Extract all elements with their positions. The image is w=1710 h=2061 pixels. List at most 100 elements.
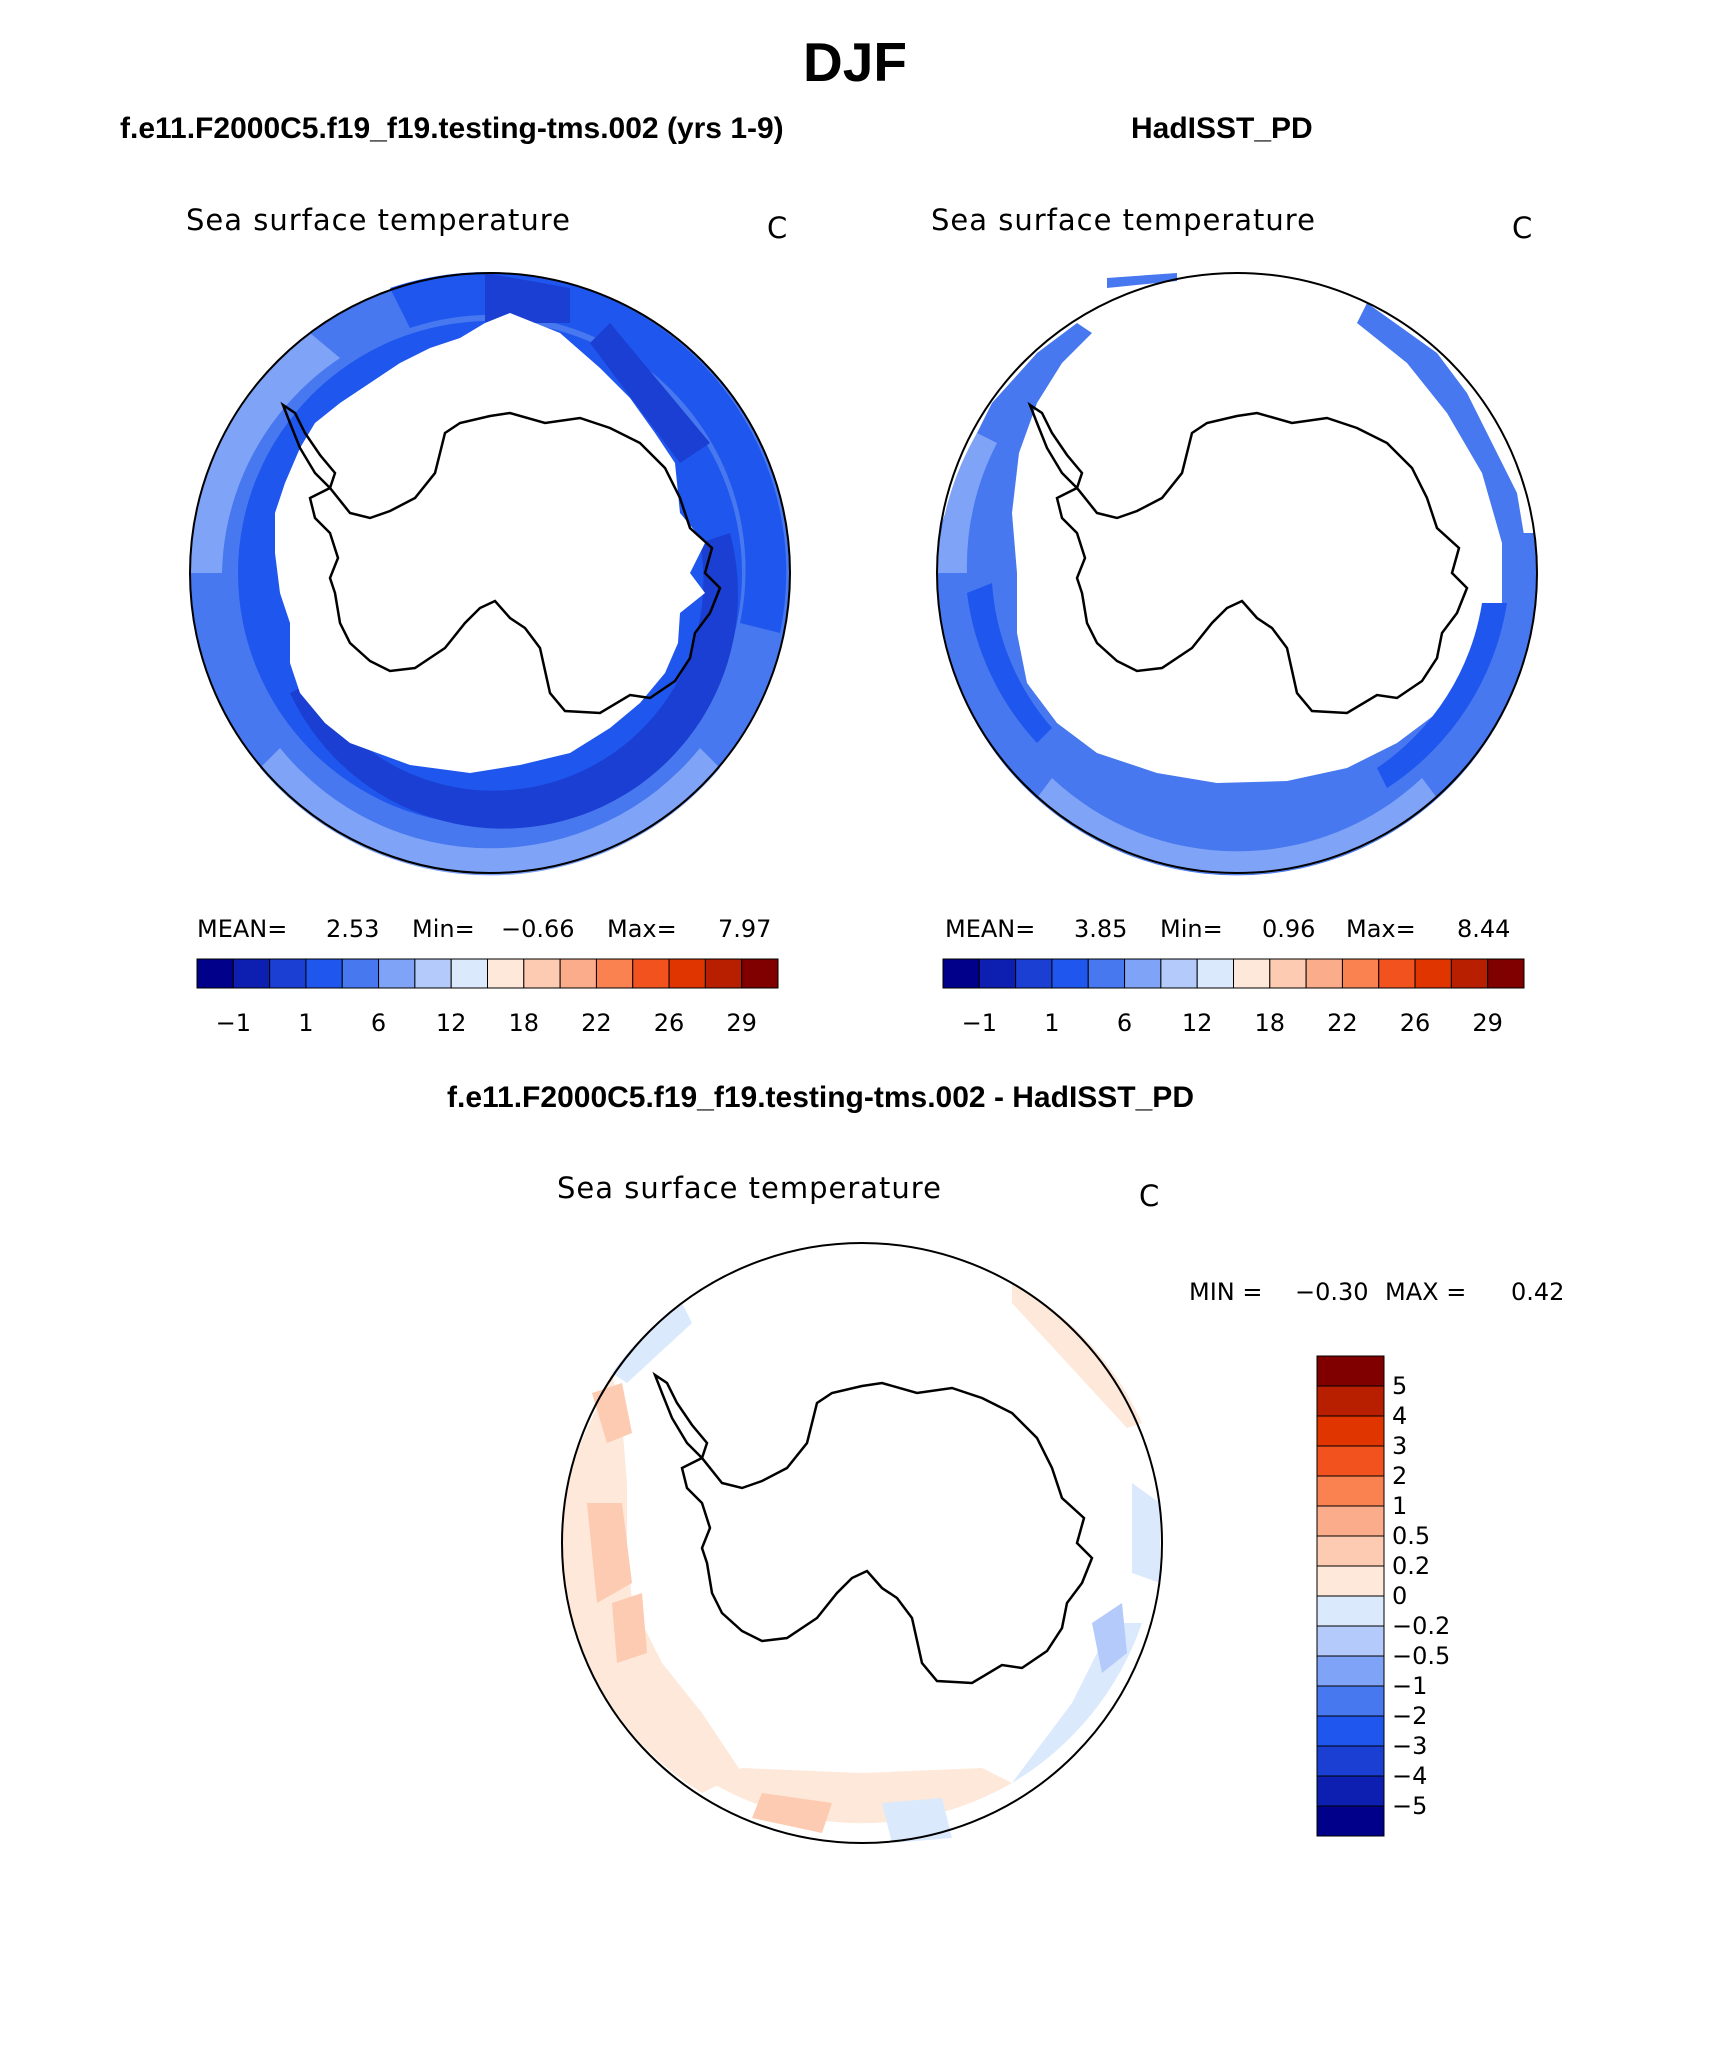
diff-max-label: MAX =	[1385, 1278, 1467, 1306]
diff-colorbar-swatch	[1316, 1385, 1385, 1417]
diff-colorbar-swatch	[1316, 1715, 1385, 1747]
colorbar-tick-label: 1	[298, 1009, 313, 1037]
colorbar-tick-label: 26	[654, 1009, 685, 1037]
diff-colorbar-tick-label: 1	[1392, 1492, 1407, 1520]
diff-panel-title: f.e11.F2000C5.f19_f19.testing-tms.002 - …	[447, 1081, 1194, 1114]
colorbar-swatch	[1305, 958, 1343, 989]
colorbar-swatch	[1015, 958, 1053, 989]
diff-colorbar-tick-label: −2	[1392, 1702, 1427, 1730]
diff-colorbar-tick-label: 5	[1392, 1372, 1407, 1400]
colorbar-swatch	[523, 958, 561, 989]
panel-1-variable: Sea surface temperature	[186, 203, 571, 237]
diff-colorbar-tick-label: 4	[1392, 1402, 1407, 1430]
diff-colorbar-swatch	[1316, 1805, 1385, 1837]
colorbar-swatch	[196, 958, 234, 989]
panel-1-mean-label: MEAN=	[197, 915, 288, 943]
colorbar-swatch	[1051, 958, 1089, 989]
panel-1-title: f.e11.F2000C5.f19_f19.testing-tms.002 (y…	[120, 112, 784, 145]
colorbar-swatch	[414, 958, 452, 989]
panel-1-max-label: Max=	[607, 915, 677, 943]
diff-colorbar-swatch	[1316, 1595, 1385, 1627]
colorbar-swatch	[450, 958, 488, 989]
panel-1-min-label: Min=	[412, 915, 475, 943]
map-model	[189, 272, 791, 876]
diff-colorbar-swatch	[1316, 1535, 1385, 1567]
diff-colorbar-tick-label: −0.2	[1392, 1612, 1450, 1640]
diff-colorbar-tick-label: −1	[1392, 1672, 1427, 1700]
diff-panel-units: C	[1139, 1179, 1161, 1213]
panel-2-min-label: Min=	[1160, 915, 1223, 943]
colorbar-tick-label: −1	[216, 1009, 251, 1037]
panel-1-min-value: −0.66	[501, 915, 575, 943]
diff-colorbar-swatch	[1316, 1445, 1385, 1477]
diff-min-label: MIN =	[1189, 1278, 1263, 1306]
colorbar-tick-label: 29	[726, 1009, 757, 1037]
diff-colorbar-tick-label: 3	[1392, 1432, 1407, 1460]
diff-colorbar-tick-label: 0.5	[1392, 1522, 1430, 1550]
colorbar-tick-label: −1	[962, 1009, 997, 1037]
colorbar-swatch	[378, 958, 416, 989]
colorbar-swatch	[1124, 958, 1162, 989]
panel-2-mean-value: 3.85	[1074, 915, 1128, 943]
panel-2-mean-label: MEAN=	[945, 915, 1036, 943]
colorbar-tick-label: 1	[1044, 1009, 1059, 1037]
map-difference	[561, 1242, 1163, 1844]
colorbar-swatch	[1160, 958, 1198, 989]
colorbar-swatch	[1487, 958, 1525, 989]
diff-colorbar-tick-label: 0.2	[1392, 1552, 1430, 1580]
panel-2-max-value: 8.44	[1457, 915, 1511, 943]
panel-2-units: C	[1512, 211, 1534, 245]
colorbar-tick-label: 12	[436, 1009, 467, 1037]
diff-colorbar-tick-label: −0.5	[1392, 1642, 1450, 1670]
colorbar-swatch	[341, 958, 380, 989]
colorbar-swatch	[1450, 958, 1489, 989]
colorbar-tick-label: 18	[509, 1009, 540, 1037]
colorbar-swatch	[1269, 958, 1307, 989]
colorbar-swatch	[1087, 958, 1126, 989]
colorbar-swatch	[1341, 958, 1380, 989]
colorbar-swatch	[559, 958, 597, 989]
diff-colorbar-swatch	[1316, 1775, 1385, 1807]
diff-panel-variable: Sea surface temperature	[557, 1171, 942, 1205]
panel-2-title: HadISST_PD	[1131, 112, 1313, 145]
page-title: DJF	[803, 31, 907, 93]
diff-colorbar-swatch	[1316, 1355, 1385, 1387]
colorbar-swatch	[1378, 958, 1416, 989]
diff-colorbar-swatch	[1316, 1625, 1385, 1657]
panel-1-mean-value: 2.53	[326, 915, 380, 943]
colorbar-swatch	[1233, 958, 1271, 989]
colorbar-swatch	[632, 958, 670, 989]
diff-min-value: −0.30	[1295, 1278, 1369, 1306]
panel-2-min-value: 0.96	[1262, 915, 1316, 943]
colorbar-tick-label: 22	[581, 1009, 612, 1037]
diff-colorbar-swatch	[1316, 1745, 1385, 1777]
colorbar-tick-label: 12	[1182, 1009, 1213, 1037]
colorbar-swatch	[1414, 958, 1452, 989]
diff-colorbar-swatch	[1316, 1475, 1385, 1507]
colorbar-tick-label: 22	[1327, 1009, 1358, 1037]
colorbar-tick-label: 6	[371, 1009, 386, 1037]
colorbar-swatch	[942, 958, 980, 989]
colorbar-tick-label: 29	[1472, 1009, 1503, 1037]
diff-max-value: 0.42	[1511, 1278, 1565, 1306]
diff-colorbar-swatch	[1316, 1655, 1385, 1687]
diff-colorbar-tick-label: −4	[1392, 1762, 1427, 1790]
diff-colorbar-swatch	[1316, 1505, 1385, 1537]
colorbar-swatch	[305, 958, 343, 989]
colorbar-swatch	[232, 958, 271, 989]
panel-1-max-value: 7.97	[718, 915, 772, 943]
map-obs	[936, 272, 1538, 876]
diff-colorbar-tick-label: 0	[1392, 1582, 1407, 1610]
panel-1-units: C	[767, 211, 789, 245]
colorbar-panel-1: −1 1 6 12 18 22 26 29	[196, 958, 779, 1037]
colorbar-tick-label: 26	[1400, 1009, 1431, 1037]
colorbar-swatch	[741, 958, 779, 989]
colorbar-swatch	[668, 958, 706, 989]
colorbar-tick-label: 6	[1117, 1009, 1132, 1037]
diff-colorbar-swatch	[1316, 1685, 1385, 1717]
diff-colorbar-swatch	[1316, 1415, 1385, 1447]
diff-colorbar-swatch	[1316, 1565, 1385, 1597]
colorbar-swatch	[595, 958, 634, 989]
